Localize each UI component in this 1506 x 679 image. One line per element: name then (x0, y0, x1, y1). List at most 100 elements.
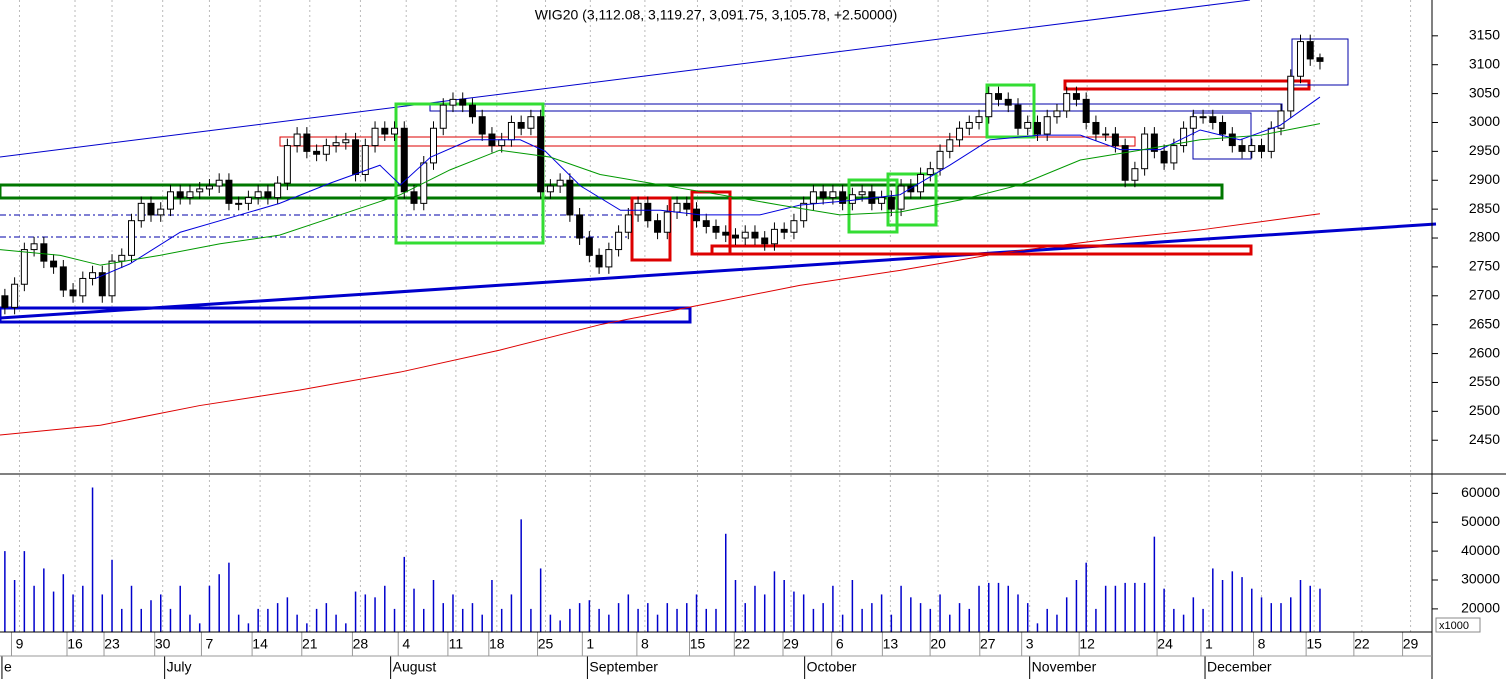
y-tick-label: 60000 (1461, 484, 1500, 500)
x-tick-label: 28 (353, 636, 369, 652)
candle-body (274, 182, 282, 199)
candle-body (264, 191, 272, 199)
marks (0, 34, 1324, 632)
candle-body (1306, 41, 1314, 60)
candle-body (956, 127, 964, 141)
candle-body (576, 214, 584, 239)
candle-body (1199, 116, 1207, 119)
candle-body (439, 104, 447, 129)
candle-body (517, 121, 525, 129)
candle-body (459, 98, 467, 106)
candle-body (702, 220, 710, 227)
candle-body (1287, 75, 1295, 112)
candle-body (605, 249, 613, 268)
candle-body (712, 225, 720, 233)
y-tick-label: 2600 (1469, 344, 1500, 360)
candle-body (1033, 121, 1041, 135)
moving-average (0, 213, 1321, 436)
y-tick-label: 2700 (1469, 286, 1500, 302)
chart-title: WIG20 (3,112.08, 3,119.27, 3,091.75, 3,1… (535, 7, 898, 23)
zone-box (710, 244, 1253, 256)
candle-body (59, 266, 67, 291)
candle-body (1267, 127, 1275, 152)
month-label: August (393, 659, 437, 675)
candle-body (1189, 116, 1197, 129)
candle-body (946, 139, 954, 152)
candle-body (1063, 93, 1071, 112)
pattern-box (847, 178, 899, 234)
candle-body (1141, 133, 1149, 170)
candle-body (391, 127, 399, 135)
candle-body (371, 127, 379, 147)
month-label: October (807, 659, 857, 675)
y-tick-label: 2750 (1469, 258, 1500, 274)
x-tick-label: 15 (1306, 636, 1322, 652)
candle-body (780, 228, 788, 233)
candle-body (1024, 121, 1032, 129)
candle-body (235, 202, 243, 205)
x-tick-label: 9 (16, 636, 24, 652)
candle-body (537, 116, 545, 193)
candle-body (878, 197, 886, 204)
candle-body (11, 283, 19, 308)
x-tick-label: 23 (104, 636, 120, 652)
x-tick-label: 15 (690, 636, 706, 652)
x-tick-label: 29 (1403, 636, 1419, 652)
zone-box (429, 103, 1283, 112)
candle-body (1121, 145, 1129, 181)
candle-body (313, 150, 321, 155)
y-tick-label: 2650 (1469, 315, 1500, 331)
candle-body (283, 145, 291, 184)
zone-box (279, 136, 1136, 147)
month-label: July (167, 659, 192, 675)
candle-body (166, 191, 174, 210)
candle-body (848, 194, 856, 204)
x-tick-label: 27 (980, 636, 996, 652)
candle-body (965, 121, 973, 129)
candle-body (30, 243, 38, 251)
month-label: December (1207, 659, 1272, 675)
candle-body (186, 191, 194, 199)
candle-body (118, 254, 126, 262)
candle-body (556, 179, 564, 187)
candle-body (829, 191, 837, 199)
y-tick-label: 2800 (1469, 229, 1500, 245)
y-tick-label: 2550 (1469, 373, 1500, 389)
candle-body (361, 145, 369, 175)
y-tick-label: 2950 (1469, 142, 1500, 158)
candle-body (79, 277, 87, 297)
candle-body (498, 139, 506, 147)
candle-body (722, 231, 730, 236)
candle-body (1170, 145, 1178, 164)
candle-body (478, 116, 486, 135)
x-tick-label: 30 (155, 636, 171, 652)
candle-body (157, 208, 165, 216)
y-tick-label: 3150 (1469, 27, 1500, 43)
candle-body (634, 202, 642, 216)
candle-body (761, 237, 769, 245)
x-tick-label: 11 (449, 636, 464, 652)
candle-body (819, 191, 827, 199)
candle-body (1043, 116, 1051, 135)
candle-body (108, 260, 116, 297)
candle-body (1160, 150, 1168, 164)
candle-body (1, 295, 9, 308)
candle-body (429, 127, 437, 164)
pattern-box (1291, 38, 1349, 86)
x-tick-label: 1 (586, 636, 594, 652)
candle-body (770, 228, 778, 245)
candle-body (566, 179, 574, 216)
x-tick-label: 4 (402, 636, 410, 652)
x-tick-label: 21 (302, 636, 318, 652)
candle-body (897, 185, 905, 210)
candle-body (926, 168, 934, 175)
candle-body (1248, 145, 1256, 152)
candle-body (887, 197, 895, 210)
candle-body (449, 98, 457, 106)
moving-average (95, 96, 1321, 279)
candle-body (839, 191, 847, 204)
y-tick-label: 30000 (1461, 571, 1500, 587)
y-tick-label: 3100 (1469, 55, 1500, 71)
